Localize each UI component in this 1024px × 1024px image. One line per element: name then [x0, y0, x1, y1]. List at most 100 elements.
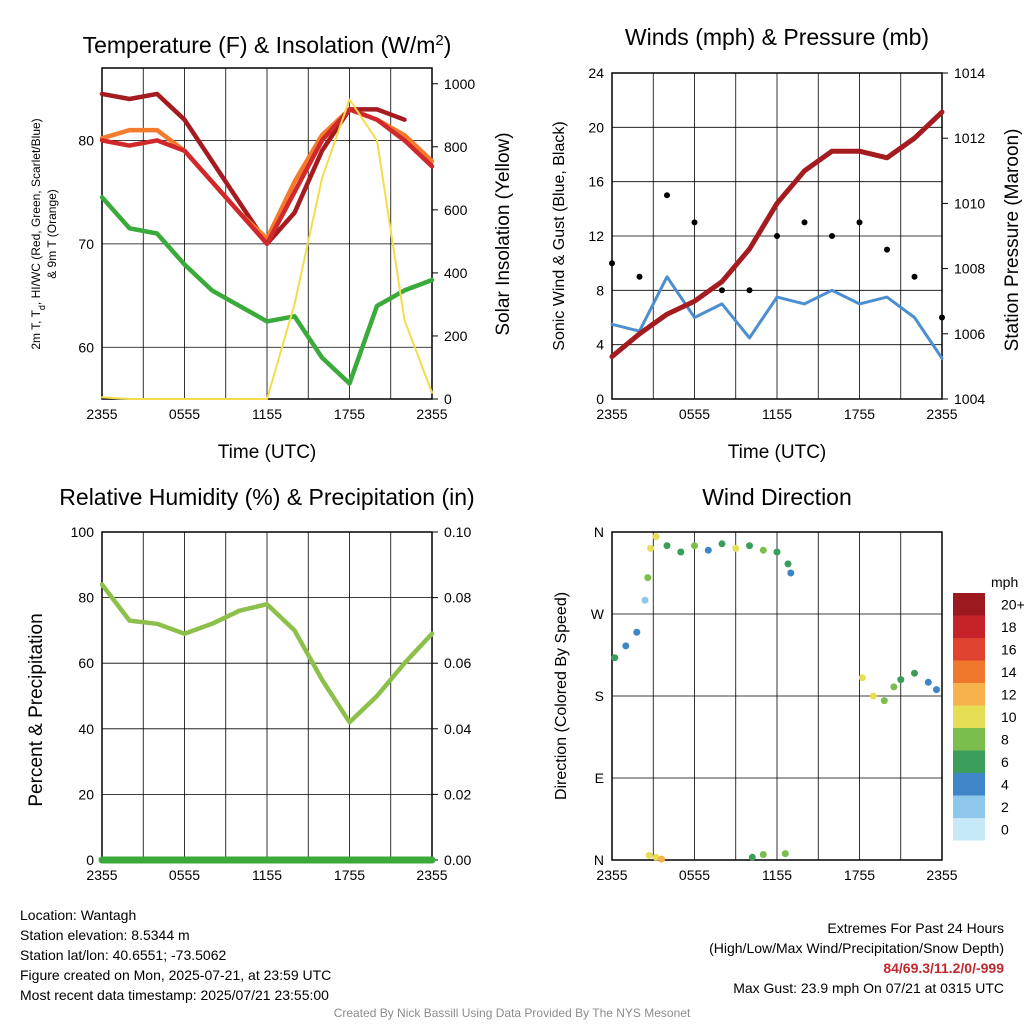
y2-tick-label: 1006	[954, 326, 985, 342]
direction-point	[924, 678, 932, 686]
y-tick-label: 40	[78, 721, 94, 737]
legend-swatch	[953, 750, 985, 773]
y2-tick-label: 1000	[444, 76, 475, 92]
direction-point	[759, 546, 767, 554]
max-gust-label: Max Gust: 23.9 mph On 07/21 at 0315 UTC	[733, 980, 1004, 996]
x-tick-label: 1755	[334, 406, 365, 422]
y-tick-label: N	[594, 524, 604, 540]
direction-point	[773, 548, 781, 556]
direction-point	[787, 569, 795, 577]
direction-point	[897, 676, 905, 684]
y2-tick-label: 200	[444, 328, 468, 344]
y-axis-label-subscript: d	[37, 305, 47, 310]
direction-point	[677, 548, 685, 556]
y-tick-label: 24	[588, 65, 604, 81]
extremes-values: 84/69.3/11.2/0/-999	[883, 960, 1004, 976]
direction-point	[652, 853, 660, 861]
y-tick-label: E	[595, 770, 604, 786]
y2-tick-label: 1008	[954, 261, 985, 277]
station-info: Location: Wantagh Station elevation: 8.5…	[20, 905, 331, 1005]
gust-point	[911, 273, 918, 280]
y-tick-label: 100	[71, 524, 95, 540]
legend-label: 10	[1001, 709, 1017, 725]
y-axis-label: Direction (Colored By Speed)	[553, 592, 570, 800]
x-tick-label: 2355	[926, 406, 957, 422]
legend-swatch	[953, 728, 985, 751]
y-tick-label: 80	[78, 590, 94, 606]
direction-point	[641, 596, 649, 604]
direction-point	[784, 560, 792, 568]
chart-title-end: )	[444, 32, 452, 58]
direction-point	[858, 674, 866, 682]
x-tick-label: 1755	[844, 406, 875, 422]
gust-point	[636, 273, 643, 280]
relative-humidity-line	[99, 582, 435, 725]
humidity-panel: 0 20 40 60 80 100 0.00 0.02 0.04 0.06 0.08 0.10 2355…	[26, 484, 475, 883]
legend-label: 18	[1001, 619, 1017, 635]
legend-label: 16	[1001, 641, 1017, 657]
chart-title: Winds (mph) & Pressure (mb)	[625, 24, 929, 50]
legend-label: 14	[1001, 664, 1017, 680]
direction-point	[663, 542, 671, 550]
y2-tick-label: 0.04	[444, 721, 471, 737]
y2-axis-label: Station Pressure (Maroon)	[1002, 129, 1023, 352]
legend-swatch	[953, 773, 985, 796]
created-label: Figure created on Mon, 2025-07-21, at 23…	[20, 967, 332, 983]
gust-point	[884, 246, 890, 253]
y-axis-label: Sonic Wind & Gust (Blue, Black)	[551, 121, 568, 350]
y-tick-label: 70	[78, 236, 94, 252]
plot-frame	[611, 72, 943, 400]
gust-point	[774, 233, 780, 239]
gust-point	[829, 233, 835, 239]
y2-tick-label: 600	[444, 202, 468, 218]
plot-frame	[611, 531, 943, 861]
y2-tick-label: 1012	[954, 130, 985, 146]
location-label: Location: Wantagh	[20, 907, 137, 923]
y2-axis-label: Solar Insolation (Yellow)	[493, 132, 514, 335]
chart-title-superscript: 2	[435, 32, 443, 49]
direction-point	[781, 850, 789, 858]
legend-label: 4	[1001, 776, 1009, 792]
x-tick-label: 1755	[844, 867, 875, 883]
chart-title: Temperature (F) & Insolation (W/m2)	[83, 32, 452, 59]
2m-temperature-line	[99, 107, 435, 247]
recent-data-label: Most recent data timestamp: 2025/07/21 2…	[20, 987, 329, 1003]
legend-swatch	[953, 593, 985, 616]
dewpoint-line	[99, 195, 435, 386]
x-tick-label: 0555	[679, 867, 710, 883]
direction-point	[645, 851, 653, 859]
x-axis-label: Time (UTC)	[218, 442, 317, 463]
gust-point	[719, 287, 725, 294]
pressure-line	[609, 109, 945, 360]
y-tick-label: 12	[588, 228, 604, 244]
y-axis-label-line2: & 9m T (Orange)	[45, 189, 59, 279]
y-tick-label: W	[591, 606, 605, 622]
x-tick-label: 2355	[86, 406, 117, 422]
y-tick-label: 8	[596, 282, 604, 298]
wind-panel: 0 4 8 12 16 20 24 1004 1006 1008 1010 1012 1014 2355 0…	[551, 24, 1023, 463]
direction-point	[704, 546, 712, 554]
direction-point	[633, 628, 641, 636]
x-tick-label: 1155	[252, 867, 282, 883]
y-tick-label: 80	[78, 132, 94, 148]
y-axis-label: Percent & Precipitation	[26, 613, 47, 806]
y-axis-label: 2m T, Td, HI/WC (Red, Green, Scarlet/Blu…	[29, 118, 47, 349]
direction-point	[880, 697, 888, 705]
gust-point	[664, 192, 670, 199]
chart-title: Relative Humidity (%) & Precipitation (i…	[59, 484, 474, 510]
y-tick-label: 0	[596, 391, 604, 407]
gust-point	[856, 219, 863, 226]
chart-title-text: Temperature (F) & Insolation (W/m	[83, 32, 436, 58]
legend-label: 8	[1001, 731, 1009, 747]
direction-point	[933, 686, 940, 694]
direction-point	[647, 544, 654, 552]
chart-title: Wind Direction	[702, 484, 852, 510]
y-axis-label-part: , HI/WC (Red, Green, Scarlet/Blue)	[29, 118, 43, 305]
y-tick-label: S	[595, 688, 604, 704]
gust-point	[939, 314, 945, 321]
y-tick-label: 16	[588, 174, 604, 190]
